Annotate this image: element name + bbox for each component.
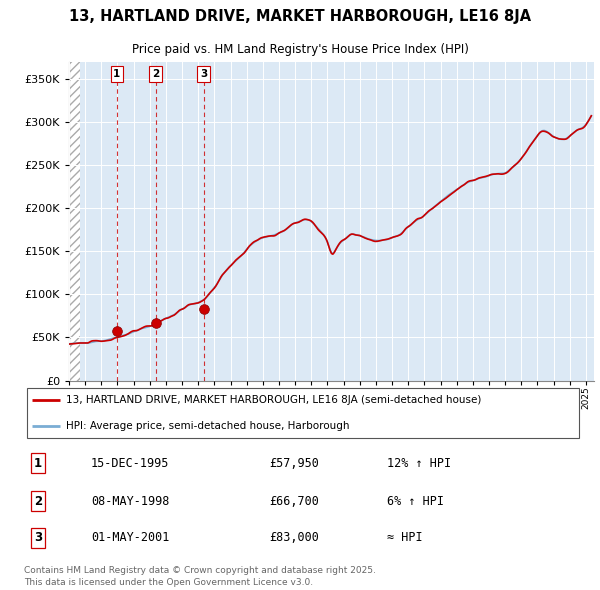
- Text: 6% ↑ HPI: 6% ↑ HPI: [387, 494, 444, 507]
- Text: £66,700: £66,700: [269, 494, 319, 507]
- FancyBboxPatch shape: [27, 388, 579, 438]
- Text: 1: 1: [113, 69, 121, 79]
- Text: HPI: Average price, semi-detached house, Harborough: HPI: Average price, semi-detached house,…: [66, 421, 349, 431]
- Text: £83,000: £83,000: [269, 532, 319, 545]
- Text: 13, HARTLAND DRIVE, MARKET HARBOROUGH, LE16 8JA (semi-detached house): 13, HARTLAND DRIVE, MARKET HARBOROUGH, L…: [66, 395, 481, 405]
- Text: Contains HM Land Registry data © Crown copyright and database right 2025.
This d: Contains HM Land Registry data © Crown c…: [24, 566, 376, 587]
- Text: ≈ HPI: ≈ HPI: [387, 532, 422, 545]
- Text: 08-MAY-1998: 08-MAY-1998: [91, 494, 169, 507]
- Text: 3: 3: [200, 69, 207, 79]
- Text: 2: 2: [152, 69, 159, 79]
- Text: Price paid vs. HM Land Registry's House Price Index (HPI): Price paid vs. HM Land Registry's House …: [131, 44, 469, 57]
- Text: 1: 1: [34, 457, 42, 470]
- Text: 13, HARTLAND DRIVE, MARKET HARBOROUGH, LE16 8JA: 13, HARTLAND DRIVE, MARKET HARBOROUGH, L…: [69, 9, 531, 24]
- Text: 15-DEC-1995: 15-DEC-1995: [91, 457, 169, 470]
- Text: £57,950: £57,950: [269, 457, 319, 470]
- Text: 3: 3: [34, 532, 42, 545]
- Text: 12% ↑ HPI: 12% ↑ HPI: [387, 457, 451, 470]
- Text: 2: 2: [34, 494, 42, 507]
- Text: 01-MAY-2001: 01-MAY-2001: [91, 532, 169, 545]
